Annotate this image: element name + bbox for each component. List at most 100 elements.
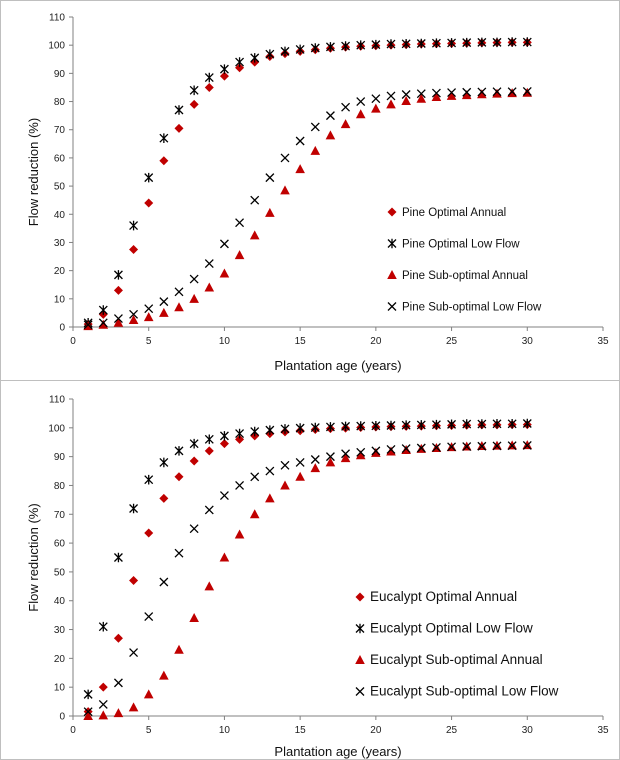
data-point bbox=[174, 123, 184, 133]
data-point bbox=[159, 297, 169, 307]
data-point bbox=[250, 53, 260, 63]
data-point bbox=[113, 317, 124, 327]
legend-marker bbox=[387, 238, 397, 249]
y-tick-label: 90 bbox=[54, 452, 66, 463]
data-point bbox=[416, 93, 427, 103]
legend-marker bbox=[387, 207, 397, 217]
data-point bbox=[355, 109, 366, 119]
data-point bbox=[325, 422, 335, 432]
data-point bbox=[355, 450, 366, 460]
x-tick-label: 15 bbox=[295, 336, 307, 347]
data-point bbox=[113, 678, 123, 688]
data-point bbox=[189, 438, 199, 449]
data-point bbox=[98, 710, 109, 720]
legend-marker bbox=[355, 592, 365, 602]
y-tick-label: 60 bbox=[54, 153, 66, 164]
data-point bbox=[507, 441, 517, 451]
y-tick-label: 10 bbox=[54, 683, 66, 694]
y-tick-label: 40 bbox=[54, 596, 66, 607]
data-point bbox=[143, 689, 154, 699]
data-point bbox=[356, 447, 366, 457]
data-point bbox=[431, 442, 441, 452]
data-point bbox=[401, 38, 411, 49]
data-point bbox=[128, 314, 139, 324]
x-tick-label: 10 bbox=[219, 336, 231, 347]
data-point bbox=[280, 480, 290, 490]
data-point bbox=[386, 446, 396, 456]
data-point bbox=[356, 40, 366, 50]
data-point bbox=[371, 421, 381, 431]
data-point bbox=[189, 613, 199, 623]
legend-label: Pine Sub-optimal Low Flow bbox=[402, 302, 542, 314]
data-point bbox=[341, 41, 351, 51]
y-tick-label: 30 bbox=[54, 238, 66, 249]
data-point bbox=[280, 153, 290, 163]
x-tick-label: 0 bbox=[70, 336, 76, 347]
x-tick-label: 35 bbox=[597, 336, 609, 347]
data-point bbox=[204, 259, 214, 269]
data-point bbox=[174, 105, 184, 115]
data-point bbox=[295, 164, 305, 174]
data-point bbox=[98, 318, 108, 328]
data-point bbox=[477, 37, 487, 48]
data-point bbox=[249, 509, 260, 519]
data-point bbox=[371, 103, 381, 113]
panel-border-bottom bbox=[0, 380, 620, 760]
data-point bbox=[250, 195, 260, 205]
data-point bbox=[325, 111, 335, 121]
data-point bbox=[189, 99, 199, 109]
y-tick-label: 10 bbox=[54, 294, 66, 305]
data-point bbox=[477, 87, 487, 97]
data-point bbox=[371, 447, 381, 457]
data-point bbox=[386, 444, 396, 454]
data-point bbox=[144, 528, 154, 538]
data-point bbox=[98, 700, 108, 709]
data-point bbox=[492, 88, 502, 98]
legend-label: Eucalypt Sub-optimal Annual bbox=[370, 652, 543, 667]
data-point bbox=[280, 46, 290, 57]
data-point bbox=[144, 474, 154, 485]
y-tick-label: 50 bbox=[54, 182, 66, 193]
data-point bbox=[295, 136, 305, 146]
data-point bbox=[159, 307, 169, 317]
x-tick-label: 15 bbox=[295, 725, 307, 736]
data-point bbox=[507, 418, 517, 429]
data-point bbox=[386, 39, 396, 49]
data-point bbox=[386, 91, 396, 101]
y-tick-label: 110 bbox=[49, 395, 65, 406]
y-tick-label: 20 bbox=[54, 266, 66, 277]
x-axis-label: Plantation age (years) bbox=[274, 358, 401, 373]
legend-label: Eucalypt Sub-optimal Low Flow bbox=[370, 684, 559, 699]
chart-pine: 0 10 20 30 40 50 60 70 80 90 100 110 0 5 10 15 20 25 30 35 P… bbox=[26, 13, 609, 374]
data-point bbox=[280, 460, 290, 470]
data-point bbox=[416, 443, 426, 453]
data-point bbox=[522, 418, 532, 429]
data-point bbox=[341, 102, 351, 112]
data-point bbox=[144, 172, 154, 183]
data-point bbox=[431, 92, 442, 102]
data-point bbox=[204, 446, 214, 456]
y-tick-label: 60 bbox=[54, 539, 66, 550]
data-point bbox=[295, 471, 305, 481]
data-point bbox=[265, 425, 275, 435]
data-point bbox=[356, 421, 366, 431]
y-tick-label: 30 bbox=[54, 625, 66, 636]
x-tick-label: 30 bbox=[522, 725, 534, 736]
data-point bbox=[340, 453, 351, 463]
data-point bbox=[113, 708, 124, 718]
legend-marker bbox=[387, 270, 397, 279]
data-point bbox=[219, 71, 229, 81]
data-point bbox=[144, 304, 154, 314]
data-point bbox=[189, 456, 199, 466]
data-point bbox=[189, 293, 199, 303]
data-point bbox=[462, 419, 472, 429]
x-tick-label: 20 bbox=[370, 336, 382, 347]
data-point bbox=[416, 89, 426, 99]
data-point bbox=[174, 644, 184, 654]
data-point bbox=[447, 419, 457, 430]
y-tick-label: 70 bbox=[54, 510, 66, 521]
panel-border-top bbox=[0, 0, 620, 381]
y-tick-label: 100 bbox=[48, 423, 65, 434]
data-point bbox=[416, 38, 426, 49]
legend-marker bbox=[355, 687, 365, 696]
